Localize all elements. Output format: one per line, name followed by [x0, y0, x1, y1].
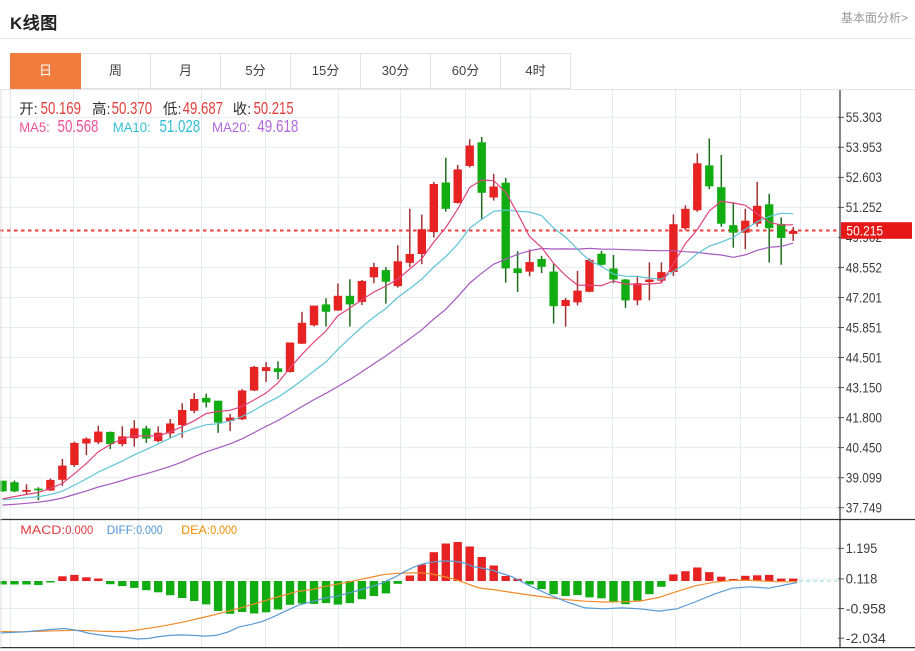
- svg-text:收:: 收:: [233, 101, 252, 118]
- svg-text:45.851: 45.851: [846, 320, 882, 335]
- svg-text:49.687: 49.687: [183, 98, 223, 118]
- svg-text:50.568: 50.568: [58, 116, 99, 136]
- svg-text:-0.958: -0.958: [846, 601, 886, 616]
- svg-text:DEA:: DEA:: [181, 523, 210, 537]
- svg-text:DIFF:: DIFF:: [107, 523, 137, 537]
- svg-text:50.169: 50.169: [41, 98, 81, 118]
- svg-text:0.118: 0.118: [846, 572, 878, 587]
- svg-text:51.028: 51.028: [160, 116, 201, 136]
- svg-text:MA5:: MA5:: [19, 120, 50, 135]
- svg-text:高:: 高:: [92, 101, 111, 118]
- svg-text:43.150: 43.150: [846, 380, 883, 395]
- svg-text:MA20:: MA20:: [212, 120, 250, 135]
- svg-text:41.800: 41.800: [846, 410, 883, 425]
- svg-text:47.201: 47.201: [846, 290, 882, 305]
- svg-text:50.370: 50.370: [112, 98, 153, 118]
- svg-text:49.618: 49.618: [257, 116, 298, 136]
- svg-text:44.501: 44.501: [846, 350, 882, 365]
- svg-text:MACD:: MACD:: [20, 523, 65, 537]
- svg-text:50.215: 50.215: [254, 98, 294, 118]
- svg-text:50.215: 50.215: [846, 223, 883, 239]
- svg-text:53.953: 53.953: [846, 140, 882, 155]
- svg-text:40.450: 40.450: [846, 440, 883, 455]
- svg-text:51.252: 51.252: [846, 200, 882, 215]
- svg-text:37.749: 37.749: [846, 500, 882, 515]
- svg-text:低:: 低:: [163, 101, 182, 118]
- svg-text:0.000: 0.000: [65, 523, 93, 537]
- svg-text:-2.034: -2.034: [846, 631, 886, 646]
- svg-text:开:: 开:: [19, 102, 38, 118]
- svg-text:39.099: 39.099: [846, 470, 882, 485]
- svg-text:0.000: 0.000: [210, 523, 237, 537]
- svg-text:52.603: 52.603: [846, 170, 882, 185]
- svg-text:1.195: 1.195: [846, 541, 878, 556]
- svg-text:MA10:: MA10:: [113, 120, 151, 135]
- svg-text:0.000: 0.000: [136, 523, 163, 537]
- svg-text:48.552: 48.552: [846, 260, 882, 275]
- svg-text:55.303: 55.303: [846, 110, 882, 125]
